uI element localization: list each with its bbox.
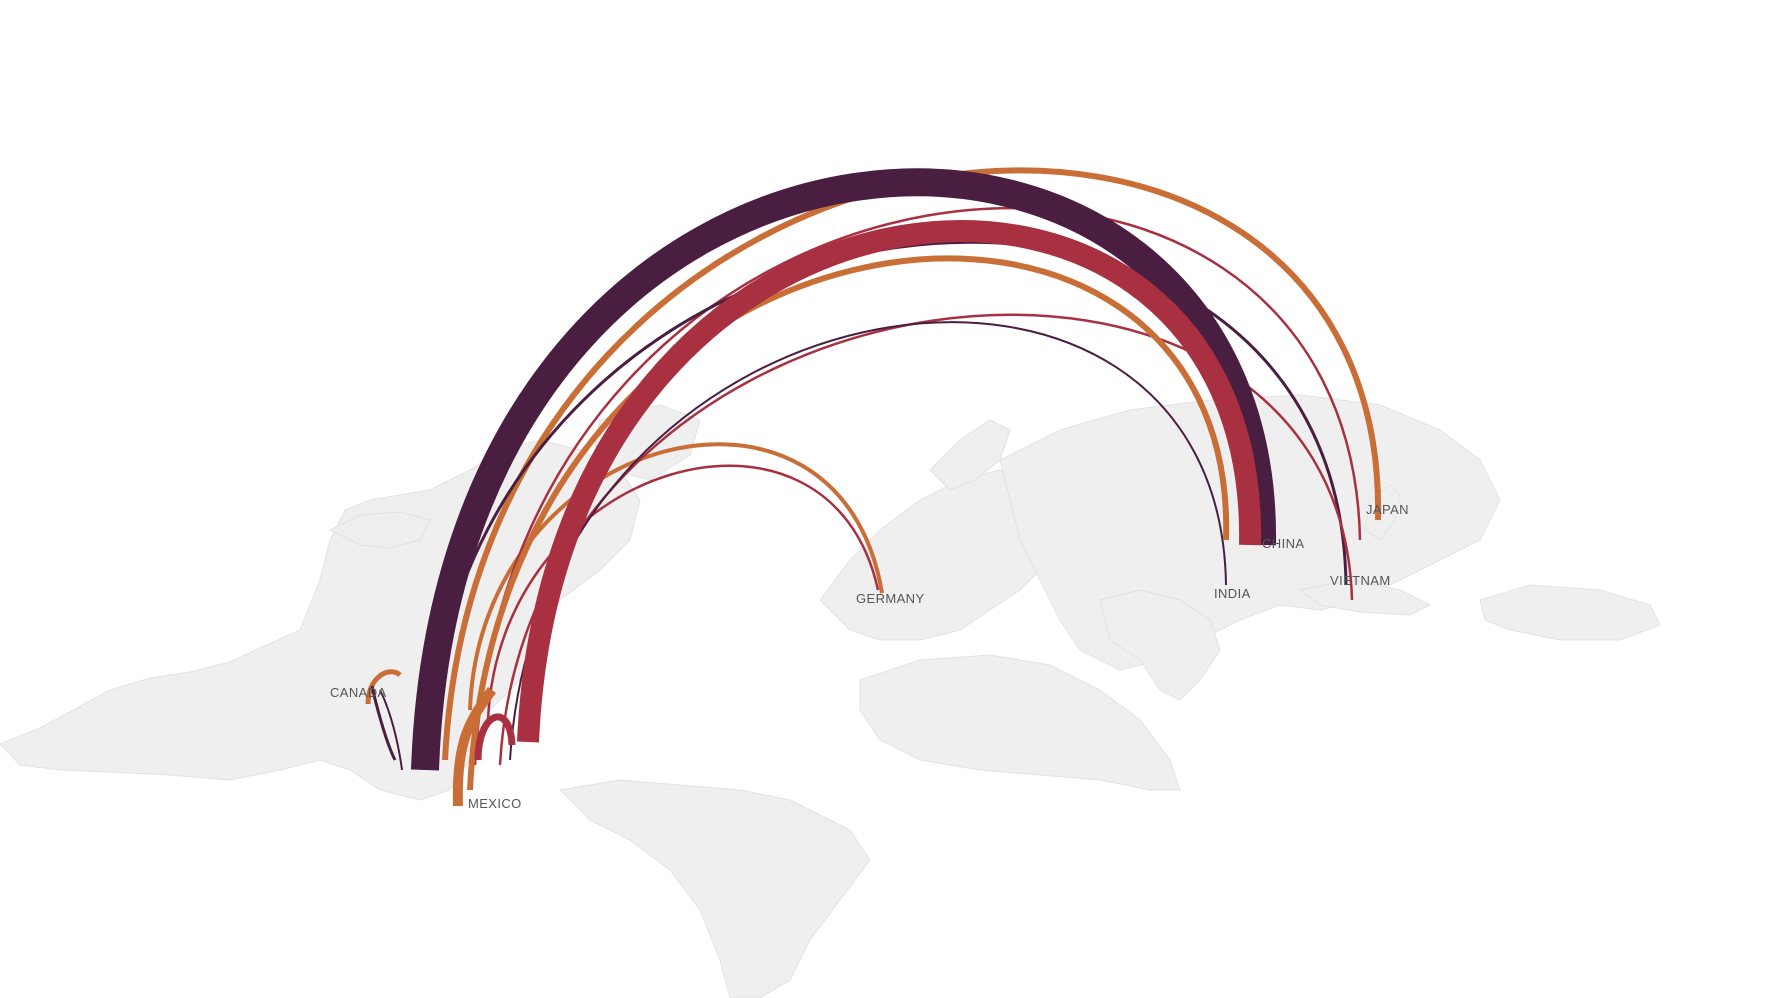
flow-arc-canada-dark-1 xyxy=(370,685,397,761)
landmass-south-america xyxy=(558,779,871,998)
landmass-south-asia xyxy=(1099,589,1221,701)
flow-arc-germany-red xyxy=(486,464,880,721)
landmass-southeast-asia xyxy=(1298,579,1432,616)
flow-arcs xyxy=(365,167,1382,807)
flow-arc-canada-dark-2 xyxy=(379,689,403,771)
flow-arc-china-dark xyxy=(411,168,1277,771)
landmass-japan xyxy=(1364,484,1401,541)
landmass-arctic-islands xyxy=(328,511,431,549)
label-japan: JAPAN xyxy=(1366,502,1409,517)
label-india: INDIA xyxy=(1214,586,1251,601)
flow-arc-mexico-red xyxy=(474,713,516,761)
landmass-africa xyxy=(859,654,1181,791)
label-china: CHINA xyxy=(1262,536,1304,551)
flow-arc-china-red xyxy=(517,220,1262,743)
landmass-australia xyxy=(1479,584,1661,641)
label-mexico: MEXICO xyxy=(468,796,522,811)
flow-arc-germany-orange xyxy=(468,442,884,711)
country-labels: CANADA MEXICO GERMANY CHINA INDIA JAPAN … xyxy=(330,502,1409,811)
flow-arc-canada-orange xyxy=(365,669,402,705)
landmass-scandinavia xyxy=(929,419,1011,491)
label-germany: GERMANY xyxy=(856,591,925,606)
flow-arc-india-orange xyxy=(467,255,1230,791)
flow-arc-mexico-orange xyxy=(452,687,497,807)
label-vietnam: VIETNAM xyxy=(1330,573,1391,588)
flow-arc-japan-red xyxy=(473,207,1362,766)
label-canada: CANADA xyxy=(330,685,387,700)
